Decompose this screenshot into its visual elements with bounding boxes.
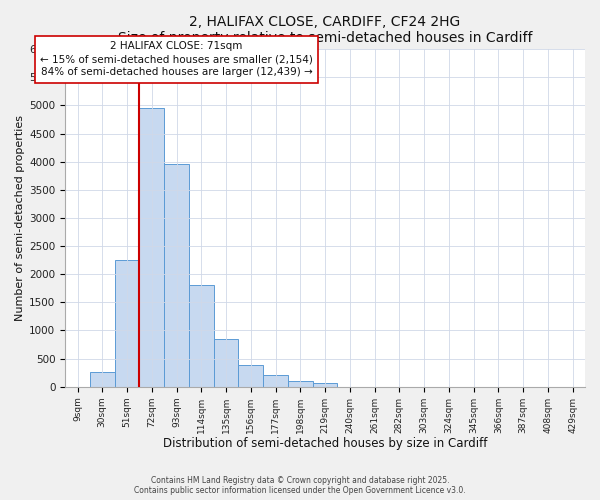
Bar	[164, 164, 189, 386]
Bar	[288, 381, 313, 386]
Bar	[214, 339, 238, 386]
Y-axis label: Number of semi-detached properties: Number of semi-detached properties	[15, 115, 25, 321]
Text: 2 HALIFAX CLOSE: 71sqm
← 15% of semi-detached houses are smaller (2,154)
84% of : 2 HALIFAX CLOSE: 71sqm ← 15% of semi-det…	[40, 41, 313, 78]
Bar	[313, 383, 337, 386]
X-axis label: Distribution of semi-detached houses by size in Cardiff: Distribution of semi-detached houses by …	[163, 437, 487, 450]
Text: Contains HM Land Registry data © Crown copyright and database right 2025.
Contai: Contains HM Land Registry data © Crown c…	[134, 476, 466, 495]
Bar	[189, 286, 214, 386]
Title: 2, HALIFAX CLOSE, CARDIFF, CF24 2HG
Size of property relative to semi-detached h: 2, HALIFAX CLOSE, CARDIFF, CF24 2HG Size…	[118, 15, 532, 45]
Bar	[139, 108, 164, 386]
Bar	[238, 366, 263, 386]
Bar	[115, 260, 139, 386]
Bar	[90, 372, 115, 386]
Bar	[263, 375, 288, 386]
